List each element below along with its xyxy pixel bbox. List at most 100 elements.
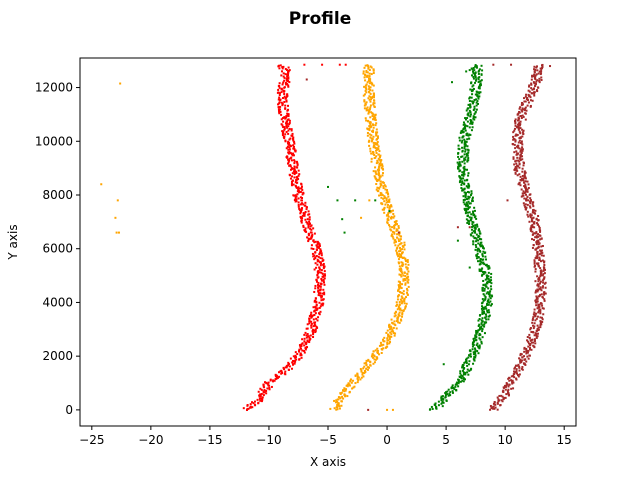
data-point (520, 359, 523, 362)
data-point (314, 262, 317, 265)
data-point (482, 283, 485, 286)
data-point (397, 294, 400, 297)
data-point (317, 289, 320, 292)
data-point (285, 100, 288, 103)
data-point (471, 348, 474, 351)
data-point (300, 187, 303, 190)
data-point (310, 324, 313, 327)
data-point (302, 226, 305, 229)
data-point (263, 389, 266, 392)
data-point (315, 317, 318, 320)
data-point (395, 251, 398, 254)
data-point (528, 336, 531, 339)
y-tick-label: 12000 (35, 81, 73, 95)
data-point (293, 167, 296, 170)
data-point (462, 377, 465, 380)
data-point (526, 203, 529, 206)
data-point (373, 361, 376, 364)
data-point (512, 387, 515, 390)
data-point (523, 197, 526, 200)
data-point (399, 274, 402, 277)
data-point (465, 360, 468, 363)
data-point (287, 361, 290, 364)
data-point (535, 295, 538, 298)
data-point (368, 69, 371, 72)
data-point (262, 391, 265, 394)
data-point (464, 150, 467, 153)
data-point (512, 131, 515, 134)
data-point (310, 247, 313, 250)
data-point (318, 253, 321, 256)
data-point (527, 89, 530, 92)
data-point (402, 256, 405, 259)
data-point (386, 329, 389, 332)
data-point (461, 160, 464, 163)
data-point (537, 219, 540, 222)
data-point (375, 188, 378, 191)
data-point (366, 106, 369, 109)
data-point (537, 239, 540, 242)
data-point (462, 199, 465, 202)
data-point (539, 316, 542, 319)
data-point (512, 381, 515, 384)
data-point (386, 341, 389, 344)
data-point (390, 215, 393, 218)
data-point (265, 381, 268, 384)
data-point (494, 403, 497, 406)
data-point (474, 354, 477, 357)
data-point (365, 363, 368, 366)
data-point (542, 281, 545, 284)
data-point (273, 379, 276, 382)
data-point (529, 328, 532, 331)
data-point (516, 133, 519, 136)
data-point (364, 102, 367, 105)
data-point (322, 278, 325, 281)
data-point (521, 158, 524, 161)
data-point (480, 268, 483, 271)
data-point (482, 250, 485, 253)
data-point (359, 378, 362, 381)
data-point (523, 97, 526, 100)
data-point (321, 304, 324, 307)
data-point (540, 249, 543, 252)
data-point (485, 281, 488, 284)
data-point (269, 378, 272, 381)
data-point (285, 68, 288, 71)
data-point (374, 170, 377, 173)
data-point (295, 356, 298, 359)
data-point (520, 177, 523, 180)
data-point (519, 120, 522, 123)
data-point (535, 80, 538, 83)
data-point (513, 143, 516, 146)
data-point (298, 348, 301, 351)
data-point (363, 370, 366, 373)
data-point (368, 127, 371, 130)
data-point (300, 185, 303, 188)
data-point (477, 325, 480, 328)
data-point (514, 134, 517, 137)
data-point (386, 189, 389, 192)
data-point (473, 73, 476, 76)
data-point (517, 116, 520, 119)
data-point (292, 147, 295, 150)
data-point (278, 111, 281, 114)
data-point (478, 237, 481, 240)
data-point (315, 255, 318, 258)
data-point (304, 218, 307, 221)
data-point (519, 155, 522, 158)
data-point (348, 383, 351, 386)
data-point (482, 270, 485, 273)
data-point (386, 213, 389, 216)
data-point (517, 152, 520, 155)
data-point (539, 312, 542, 315)
data-point (458, 139, 461, 142)
data-point (542, 273, 545, 276)
outlier-point (510, 63, 513, 66)
data-point (372, 72, 375, 75)
data-point (466, 145, 469, 148)
data-point (314, 251, 317, 254)
data-point (467, 174, 470, 177)
outlier-point (549, 65, 552, 68)
data-point (475, 329, 478, 332)
data-point (372, 170, 375, 173)
